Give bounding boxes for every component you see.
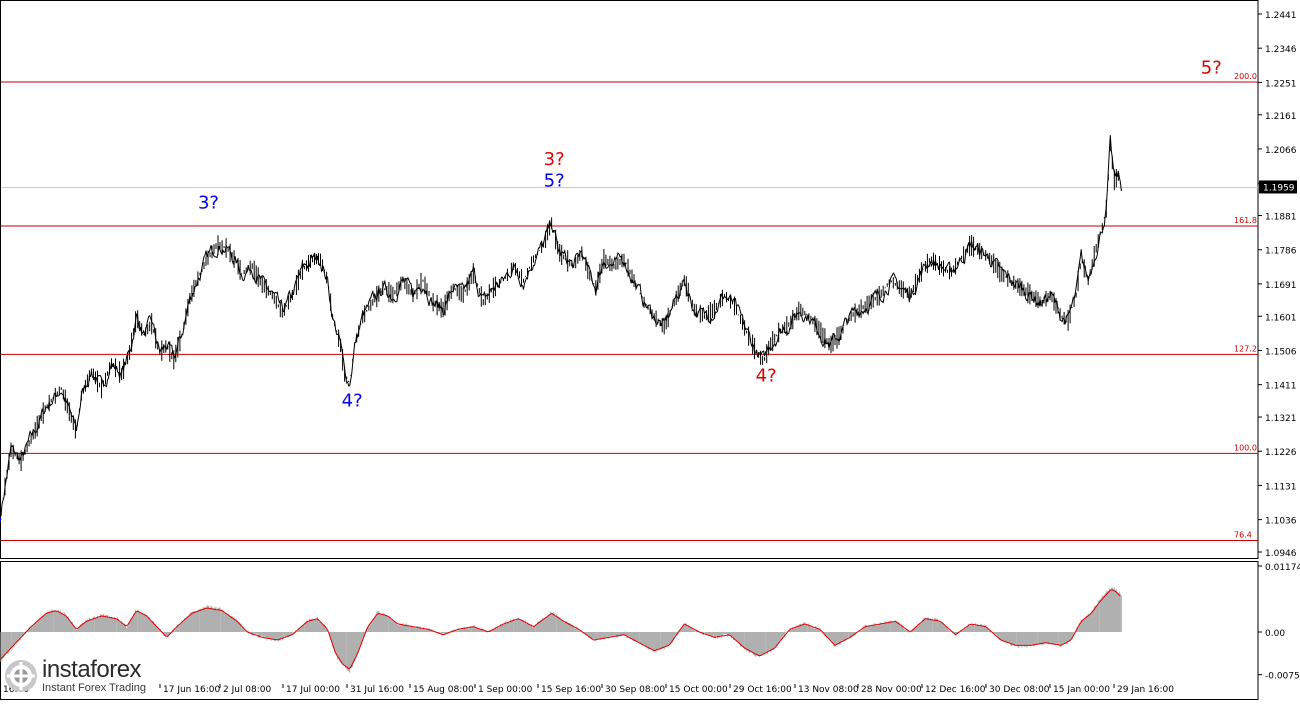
time-axis-label: 15 Sep 16:00 — [541, 685, 601, 695]
fib-level-label: 127.2 — [1234, 344, 1257, 353]
price-axis-label: 1.2251 — [1265, 79, 1297, 89]
time-axis-label: 1 Sep 00:00 — [478, 685, 533, 695]
time-axis-label: 31 Jul 16:00 — [350, 685, 404, 695]
price-axis-label: 1.2066 — [1265, 146, 1297, 156]
oscillator-axis-label: 0.01174 — [1265, 563, 1300, 573]
time-axis-label: 2 Jul 08:00 — [223, 685, 272, 695]
price-axis-label: 1.1786 — [1265, 247, 1297, 257]
time-axis-label: 30 Sep 08:00 — [605, 685, 665, 695]
price-axis-label: 1.1321 — [1265, 414, 1297, 424]
price-axis-label: 1.1226 — [1265, 448, 1297, 458]
time-axis-label: 17 Jul 00:00 — [286, 685, 340, 695]
price-axis-label: 1.2161 — [1265, 112, 1297, 122]
price-axis-label: 1.1881 — [1265, 213, 1297, 223]
fib-level-label: 100.0 — [1234, 443, 1257, 452]
wave-label: 5? — [1201, 58, 1222, 79]
price-pane-frame — [0, 0, 1259, 559]
price-axis-label: 1.1601 — [1265, 313, 1297, 323]
watermark-name: instaforex — [42, 656, 142, 683]
price-axis-label: 1.1411 — [1265, 382, 1297, 392]
time-axis-label: 29 Jan 16:00 — [1117, 685, 1174, 695]
time-axis-label: 15 Oct 00:00 — [669, 685, 728, 695]
time-axis-label: 29 Oct 16:00 — [733, 685, 792, 695]
price-axis-label: 1.0946 — [1265, 549, 1297, 559]
wave-label: 4? — [756, 365, 777, 386]
time-axis-label: 17 Jun 16:00 — [163, 685, 220, 695]
price-series-line — [0, 135, 1122, 517]
time-axis-label: 12 Dec 16:00 — [925, 685, 986, 695]
oscillator-histogram — [0, 587, 1122, 673]
price-axis-label: 1.1131 — [1265, 482, 1297, 492]
time-axis-label: 15 Jan 00:00 — [1053, 685, 1110, 695]
time-axis-label: 30 Dec 08:00 — [989, 685, 1050, 695]
instaforex-watermark: instaforex Instant Forex Trading — [4, 656, 180, 696]
fib-level-label: 200.0 — [1234, 72, 1257, 81]
watermark-tagline: Instant Forex Trading — [42, 682, 146, 694]
fib-level-label: 161.8 — [1234, 216, 1257, 225]
oscillator-signal-line — [0, 589, 1121, 670]
current-price-label: 1.1959 — [1263, 183, 1295, 193]
current-price-badge — [1259, 180, 1297, 194]
oscillator-axis-label: -0.00759 — [1265, 672, 1300, 682]
price-axis-label: 1.2441 — [1265, 11, 1297, 21]
price-axis-label: 1.2346 — [1265, 45, 1297, 55]
wave-label: 4? — [342, 391, 363, 412]
wave-label: 3? — [198, 193, 219, 214]
fib-level-label: 76.4 — [1234, 530, 1252, 539]
wave-label: ? — [0, 513, 3, 534]
wave-label: 3? — [544, 149, 565, 170]
time-axis-label: 15 Aug 08:00 — [413, 685, 474, 695]
price-axis-label: 1.1691 — [1265, 281, 1297, 291]
oscillator-axis-label: 0.00 — [1265, 629, 1285, 639]
price-axis-label: 1.1036 — [1265, 517, 1297, 527]
time-axis-label: 28 Nov 00:00 — [861, 685, 922, 695]
time-axis-label: 13 Nov 08:00 — [798, 685, 859, 695]
price-bar-ranges — [2, 140, 1121, 499]
price-axis-label: 1.1506 — [1265, 347, 1297, 357]
wave-label: 5? — [544, 170, 565, 191]
instaforex-logo-icon — [4, 659, 38, 693]
